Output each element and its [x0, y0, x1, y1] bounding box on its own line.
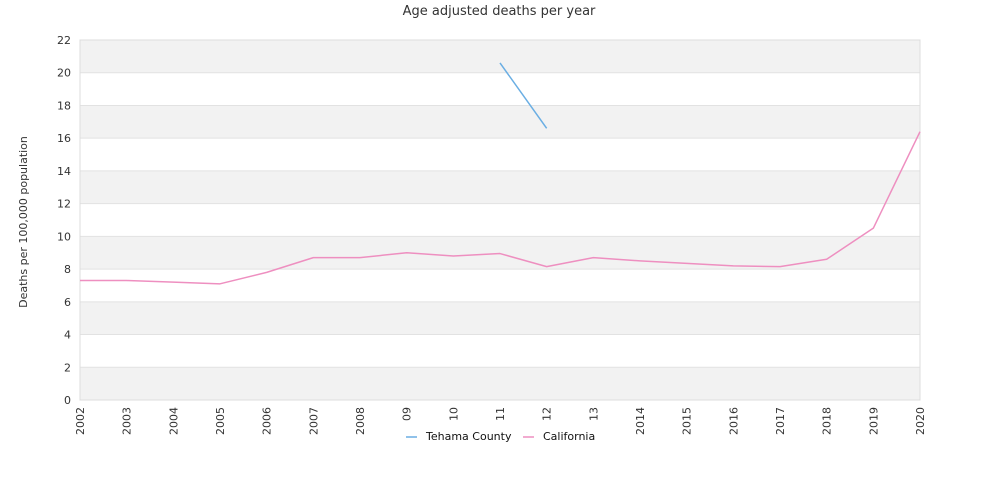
y-axis-ticks: 0 2 4 6 8 10 12 14 16 18 20 22 — [57, 34, 71, 407]
y-tick-label: 6 — [64, 296, 71, 309]
series-layer — [80, 62, 921, 285]
x-tick-label: 2016 — [727, 407, 740, 435]
y-tick-label: 18 — [57, 99, 71, 112]
x-tick-label: 2008 — [354, 407, 367, 435]
x-tick-label: 11 — [494, 407, 507, 421]
y-tick-label: 0 — [64, 394, 71, 407]
x-tick-label: 13 — [587, 407, 600, 421]
y-tick-label: 20 — [57, 67, 71, 80]
x-tick-label: 2005 — [214, 407, 227, 435]
y-tick-label: 2 — [64, 361, 71, 374]
series-line-tehama-county — [499, 62, 548, 129]
y-tick-label: 16 — [57, 132, 71, 145]
grid-band — [80, 301, 920, 335]
x-tick-label: 2019 — [867, 407, 880, 435]
y-axis-label: Deaths per 100,000 population — [17, 136, 30, 308]
y-tick-label: 12 — [57, 198, 71, 211]
grid-band — [80, 105, 920, 139]
legend-label-california: California — [543, 430, 595, 443]
grid-band — [80, 367, 920, 400]
y-tick-label: 10 — [57, 230, 71, 243]
legend-label-tehama-county: Tehama County — [425, 430, 512, 443]
x-tick-label: 2020 — [914, 407, 927, 435]
y-tick-label: 14 — [57, 165, 71, 178]
x-tick-label: 2006 — [261, 407, 274, 435]
x-tick-label: 2002 — [74, 407, 87, 435]
x-tick-label: 2003 — [121, 407, 134, 435]
chart-title: Age adjusted deaths per year — [403, 4, 596, 19]
x-tick-label: 12 — [541, 407, 554, 421]
grid-band — [80, 236, 920, 270]
y-tick-label: 22 — [57, 34, 71, 47]
x-tick-label: 2014 — [634, 407, 647, 435]
grid-lines — [80, 39, 920, 401]
y-tick-label: 4 — [64, 329, 71, 342]
x-tick-label: 10 — [447, 407, 460, 421]
y-tick-label: 8 — [64, 263, 71, 276]
plot-area-border — [79, 39, 921, 401]
legend: Tehama County California — [406, 430, 595, 443]
series-line-california — [80, 131, 921, 285]
x-tick-label: 09 — [401, 407, 414, 421]
x-tick-label: 2004 — [167, 407, 180, 435]
grid-band — [80, 40, 920, 73]
x-tick-label: 2018 — [821, 407, 834, 435]
x-tick-label: 2017 — [774, 407, 787, 435]
x-tick-label: 2015 — [681, 407, 694, 435]
grid-band — [80, 170, 920, 204]
x-axis-ticks: 2002 2003 2004 2005 2006 2007 2008 09 10 11 12 13 20… — [74, 407, 927, 435]
grid-bands — [80, 40, 920, 400]
x-tick-label: 2007 — [307, 407, 320, 435]
